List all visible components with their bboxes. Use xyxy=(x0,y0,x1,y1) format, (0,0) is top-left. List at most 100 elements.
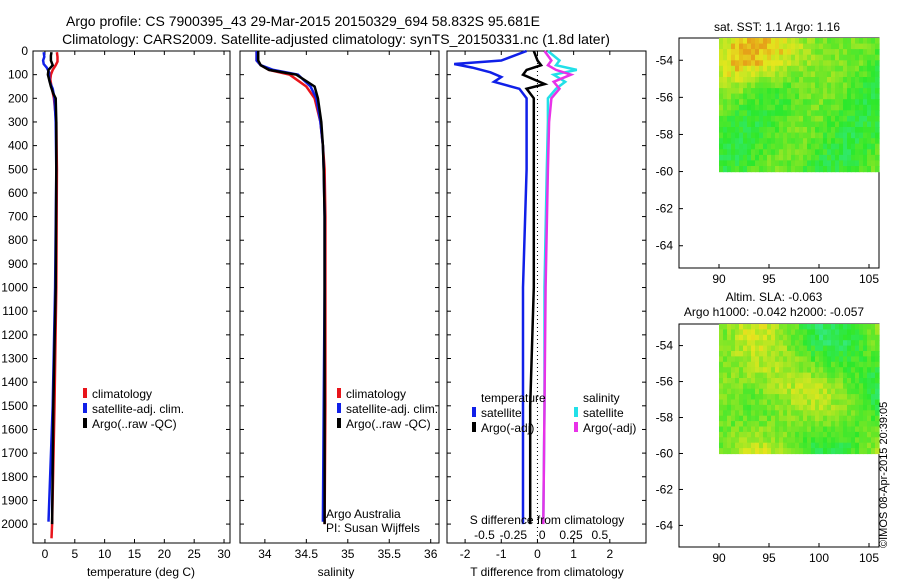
map-cell xyxy=(743,54,748,61)
map-cell xyxy=(799,127,804,134)
map-cell xyxy=(783,132,788,139)
map-cell xyxy=(847,110,852,117)
map-cell xyxy=(867,426,872,433)
map-cell xyxy=(739,121,744,128)
map-cell xyxy=(739,388,744,395)
depth-tick-label: 1000 xyxy=(1,281,28,295)
map-cell xyxy=(775,110,780,117)
map-cell xyxy=(751,49,756,56)
map-cell xyxy=(739,410,744,417)
map-cell xyxy=(819,394,824,401)
map-cell xyxy=(823,442,828,449)
map-cell xyxy=(755,60,760,67)
map-cell xyxy=(795,378,800,384)
map-cell xyxy=(851,372,856,379)
map-cell xyxy=(747,372,752,379)
map-cell xyxy=(823,60,828,67)
map-cell xyxy=(807,394,812,401)
map-cell xyxy=(815,383,820,390)
map-cell xyxy=(839,132,844,139)
map-cell xyxy=(875,361,880,368)
map-cell xyxy=(763,99,768,106)
map-cell xyxy=(779,115,784,123)
map-cell xyxy=(851,329,856,336)
map-cell xyxy=(763,160,768,167)
map-cell xyxy=(875,65,880,72)
legend-swatch xyxy=(83,403,87,413)
map-cell xyxy=(867,65,872,72)
map-cell xyxy=(787,361,792,368)
map-cell xyxy=(815,143,820,150)
map-cell xyxy=(759,426,764,433)
map-cell xyxy=(815,394,820,401)
map-cell xyxy=(791,351,796,357)
map-cell xyxy=(811,110,816,117)
map-cell xyxy=(767,93,772,100)
map-cell xyxy=(847,437,852,444)
map-cell xyxy=(803,431,808,438)
map-cell xyxy=(759,404,764,411)
map-cell xyxy=(783,399,788,406)
map-cell xyxy=(723,110,728,117)
map-cell xyxy=(847,404,852,411)
map-cell xyxy=(839,448,844,455)
map-cell xyxy=(851,132,856,139)
map-cell xyxy=(763,65,768,72)
map-cell xyxy=(795,82,800,89)
map-cell xyxy=(815,426,820,433)
map-cell xyxy=(855,127,860,134)
map-cell xyxy=(875,372,880,379)
map-cell xyxy=(851,426,856,433)
map-cell xyxy=(799,93,804,100)
map-cell xyxy=(863,404,868,411)
map-cell xyxy=(863,421,868,428)
map-cell xyxy=(803,351,808,357)
map-cell xyxy=(839,65,844,72)
map-cell xyxy=(807,351,812,357)
map-cell xyxy=(811,82,816,89)
map-cell xyxy=(795,345,800,352)
map-cell xyxy=(775,65,780,72)
map-cell xyxy=(779,329,784,336)
map-cell xyxy=(815,421,820,428)
map-cell xyxy=(763,43,768,50)
map-cell xyxy=(827,65,832,72)
map-cell xyxy=(735,372,740,379)
map-cell xyxy=(759,138,764,145)
map-cell xyxy=(751,149,756,156)
map-cell xyxy=(823,351,828,357)
map-cell xyxy=(775,345,780,352)
map-cell xyxy=(795,442,800,449)
map-cell xyxy=(719,421,724,428)
map-cell xyxy=(791,77,796,84)
map-cell xyxy=(803,93,808,100)
map-cell xyxy=(807,104,812,111)
map-cell xyxy=(803,82,808,89)
map-cell xyxy=(859,77,864,84)
map-cell xyxy=(751,132,756,139)
map-cell xyxy=(803,378,808,384)
map-cell xyxy=(815,154,820,162)
map-cell xyxy=(771,340,776,347)
map-cell xyxy=(851,345,856,352)
map-cell xyxy=(823,143,828,150)
map-cell xyxy=(823,404,828,411)
map-cell xyxy=(783,38,788,45)
map-cell xyxy=(791,410,796,417)
map-cell xyxy=(755,394,760,401)
map-cell xyxy=(831,38,836,45)
map-cell xyxy=(735,166,740,173)
map-cell xyxy=(739,65,744,72)
map-cell xyxy=(731,448,736,455)
map-cell xyxy=(787,127,792,134)
map-cell xyxy=(871,421,876,428)
map-cell xyxy=(819,324,824,330)
map-cell xyxy=(783,54,788,61)
map-cell xyxy=(827,138,832,145)
map-cell xyxy=(871,388,876,395)
s-diff-tick-label: -0.25 xyxy=(500,528,528,542)
map-cell xyxy=(827,442,832,449)
map-cell xyxy=(815,399,820,406)
map-cell xyxy=(739,132,744,139)
map-cell xyxy=(787,60,792,67)
